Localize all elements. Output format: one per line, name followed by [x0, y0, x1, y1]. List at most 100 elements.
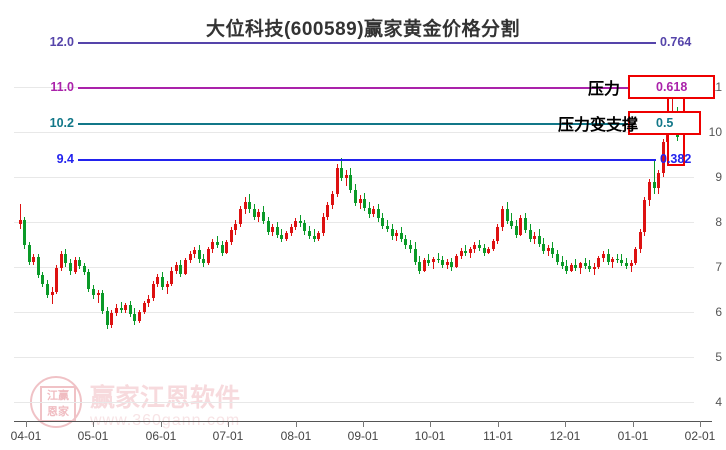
x-axis-tick-mark — [93, 421, 94, 427]
y-axis-tick-label: 7 — [715, 260, 722, 274]
candle-body — [602, 254, 605, 258]
candle-body — [143, 303, 146, 312]
candle-body — [69, 263, 72, 272]
candle-body — [620, 260, 623, 263]
candle-body — [138, 312, 141, 321]
candle-wick — [617, 253, 618, 264]
candle-body — [510, 221, 513, 226]
candle-wick — [52, 287, 53, 304]
y-axis-tick-label: 8 — [715, 215, 722, 229]
x-axis-tick-label: 01-01 — [617, 429, 649, 443]
candle-body — [244, 201, 247, 210]
fib-line — [78, 123, 656, 125]
candle-body — [345, 174, 348, 178]
candle-body — [653, 182, 656, 189]
x-axis-tick-label: 12-01 — [549, 429, 581, 443]
x-axis-tick-mark — [161, 421, 162, 427]
candle-body — [404, 239, 407, 246]
candle-body — [308, 231, 311, 236]
chart-annotation: 压力变支撑 — [557, 117, 638, 134]
candle-body — [60, 254, 63, 268]
candle-body — [519, 218, 522, 235]
candle-body — [336, 168, 339, 195]
candle-body — [483, 248, 486, 253]
candle-body — [630, 262, 633, 267]
candle-wick — [511, 213, 512, 229]
candle-body — [574, 264, 577, 268]
candle-body — [267, 221, 270, 232]
candle-body — [156, 276, 159, 285]
candle-body — [478, 245, 481, 249]
candle-wick — [654, 159, 655, 195]
candle-body — [414, 249, 417, 262]
candle-wick — [346, 170, 347, 186]
gridline — [14, 267, 694, 268]
x-axis-tick-mark — [228, 421, 229, 427]
candle-body — [83, 266, 86, 273]
candle-body — [450, 261, 453, 267]
candle-body — [372, 209, 375, 214]
candle-body — [216, 242, 219, 245]
candle-body — [326, 204, 329, 217]
candle-wick — [167, 281, 168, 294]
y-axis-tick-label: 4 — [715, 395, 722, 409]
candle-body — [152, 284, 155, 299]
candle-body — [179, 264, 182, 274]
candle-body — [46, 284, 49, 295]
x-axis-tick-label: 09-01 — [347, 429, 379, 443]
candle-body — [202, 258, 205, 264]
candle-body — [175, 264, 178, 271]
x-axis-tick-mark — [498, 421, 499, 427]
gridline — [14, 357, 694, 358]
candle-body — [432, 258, 435, 263]
candle-body — [349, 174, 352, 190]
candle-body — [501, 209, 504, 228]
fib-price-label: 10.2 — [49, 116, 74, 130]
fib-price-label: 9.4 — [56, 152, 74, 166]
candle-body — [648, 182, 651, 201]
gridline — [14, 402, 694, 403]
candle-body — [561, 261, 564, 267]
candle-body — [299, 221, 302, 223]
candle-body — [625, 262, 628, 267]
x-axis-tick-label: 06-01 — [145, 429, 177, 443]
candle-body — [386, 225, 389, 229]
candle-body — [377, 209, 380, 219]
gridline — [14, 312, 694, 313]
candle-body — [317, 233, 320, 240]
fib-price-label: 12.0 — [49, 35, 74, 49]
y-axis-tick-label: 10 — [708, 125, 722, 139]
candle-body — [234, 224, 237, 231]
candle-wick — [300, 215, 301, 227]
candle-body — [248, 201, 251, 210]
x-axis-tick-label: 05-01 — [77, 429, 109, 443]
candle-body — [515, 225, 518, 235]
candle-body — [211, 242, 214, 249]
candle-body — [418, 261, 421, 271]
candle-body — [198, 249, 201, 259]
candle-body — [607, 254, 610, 262]
candle-body — [262, 212, 265, 222]
candle-body — [634, 249, 637, 263]
candle-body — [391, 228, 394, 237]
candle-body — [354, 189, 357, 204]
candle-body — [280, 234, 283, 240]
candle-body — [579, 263, 582, 268]
x-axis-tick-label: 04-01 — [10, 429, 42, 443]
gridline — [14, 222, 694, 223]
candle-body — [611, 258, 614, 262]
y-axis-tick-label: 6 — [715, 305, 722, 319]
x-axis-tick-mark — [26, 421, 27, 427]
x-axis-tick-label: 07-01 — [212, 429, 244, 443]
fib-ratio-label: 0.5 — [628, 111, 702, 135]
candle-body — [547, 248, 550, 252]
x-axis-tick-mark — [296, 421, 297, 427]
candle-body — [359, 198, 362, 204]
candle-body — [23, 219, 26, 246]
candle-body — [551, 248, 554, 255]
candle-wick — [612, 257, 613, 268]
candle-body — [221, 244, 224, 253]
candle-body — [584, 263, 587, 267]
